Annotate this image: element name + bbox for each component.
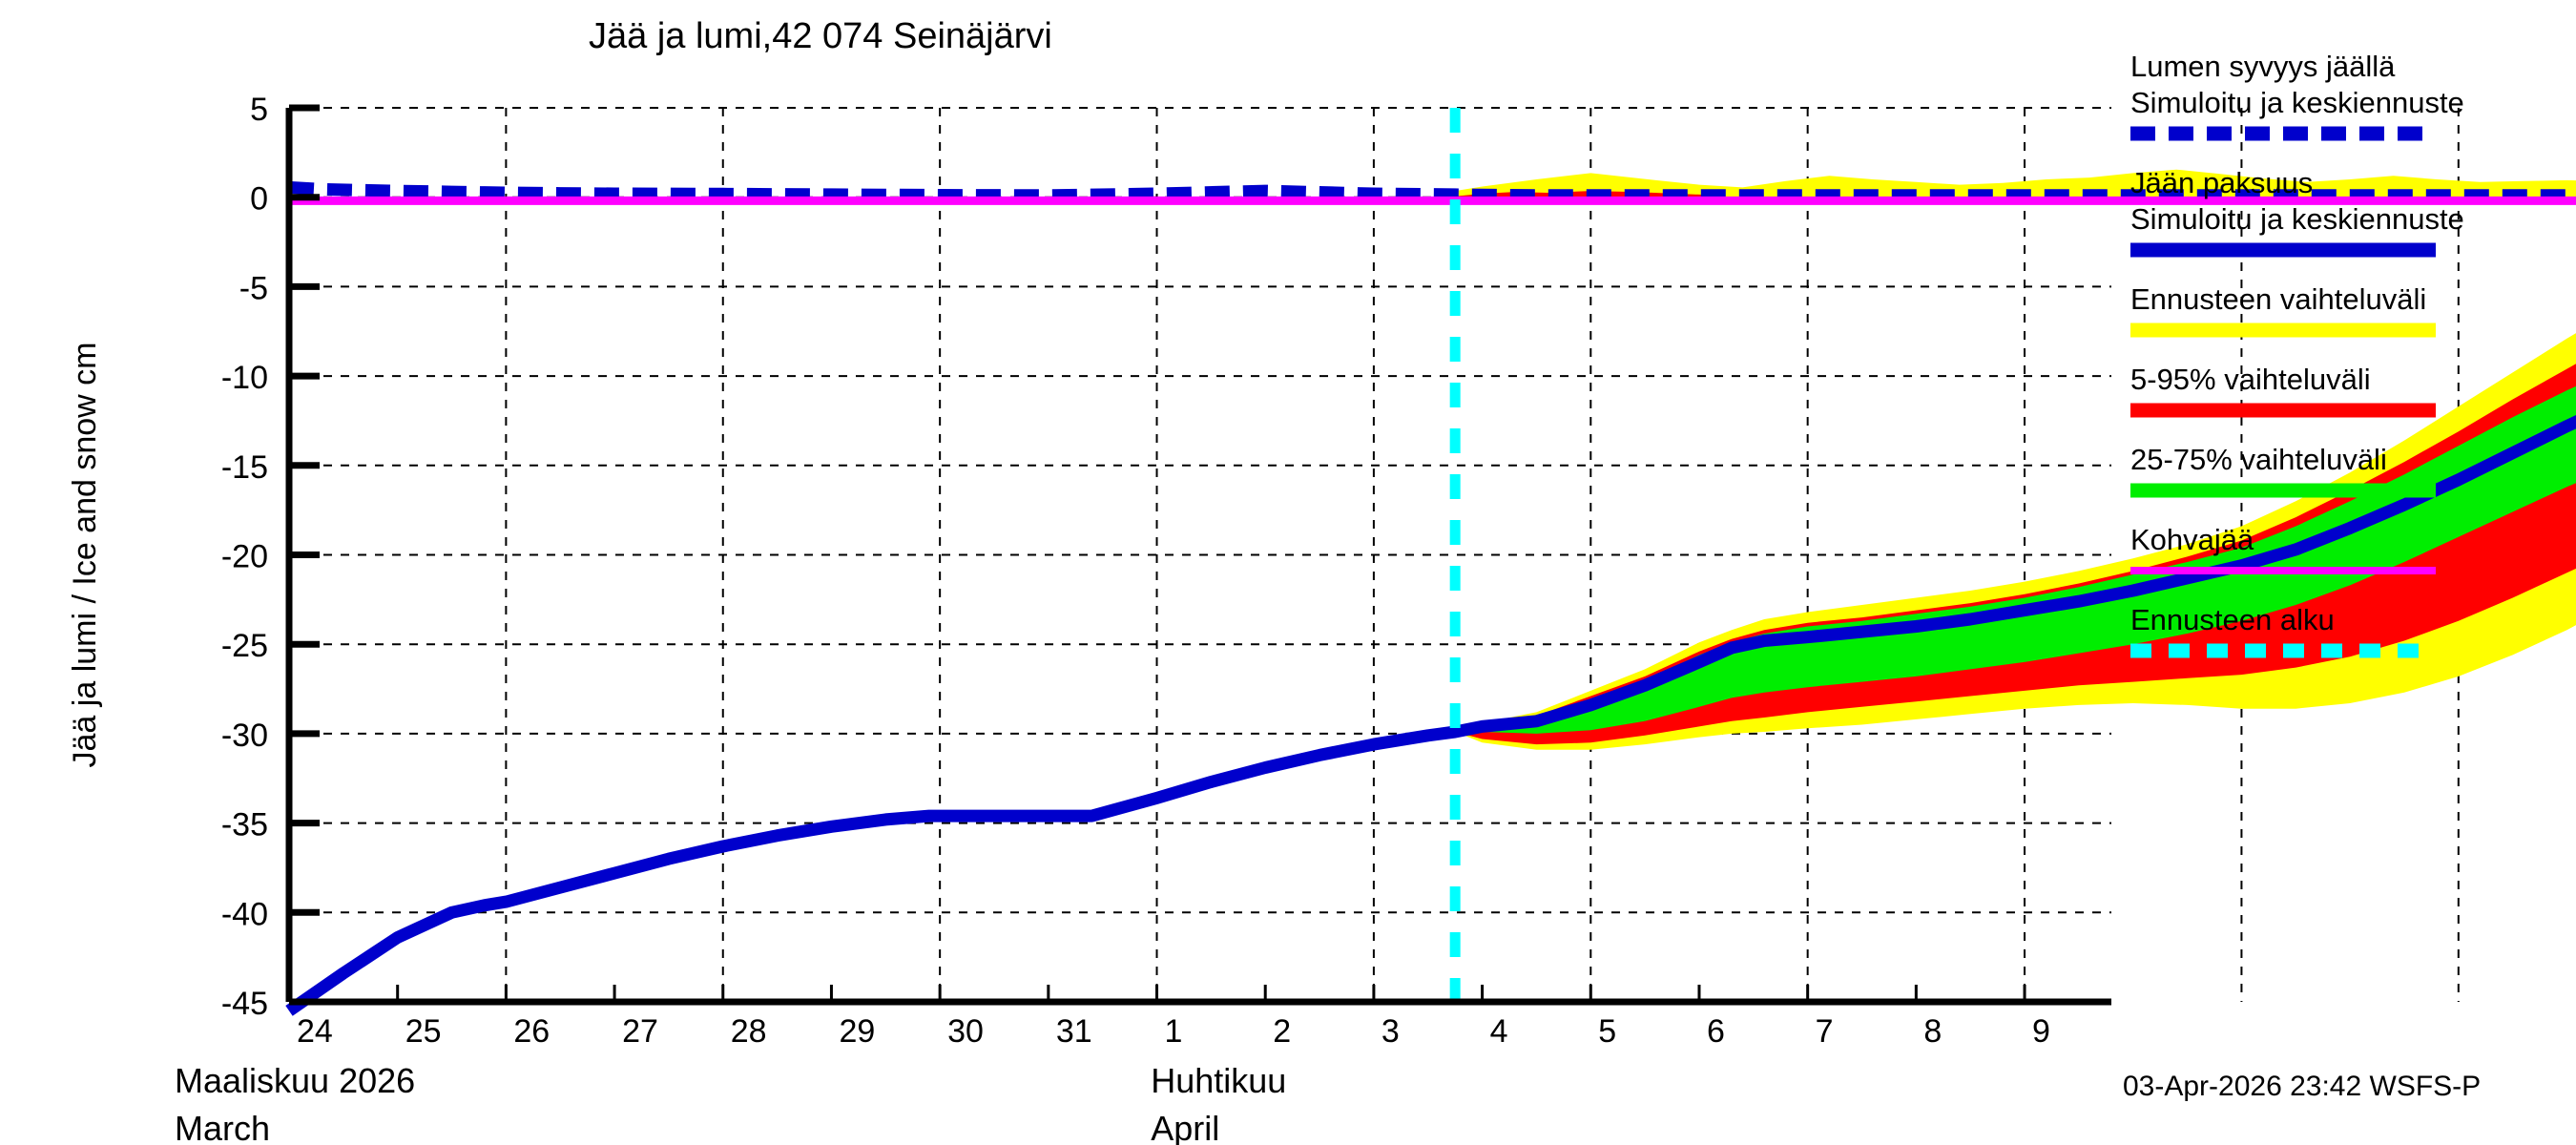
legend-item-label: 25-75% vaihteluväli: [2130, 443, 2387, 476]
month-label-fi: Huhtikuu: [1151, 1061, 1286, 1100]
legend-item-label: Simuloitu ja keskiennuste: [2130, 202, 2464, 236]
legend-item-label: Simuloitu ja keskiennuste: [2130, 86, 2464, 119]
month-labels: Maaliskuu 2026 March Huhtikuu April: [175, 1061, 1286, 1145]
month-label-en: March: [175, 1109, 270, 1145]
y-tick-label: -20: [221, 539, 268, 575]
legend-item-label: Ennusteen vaihteluväli: [2130, 282, 2426, 316]
data-series: [285, 180, 2576, 1016]
x-tick-label: 26: [513, 1013, 550, 1050]
y-tick-label: -5: [239, 270, 268, 306]
x-tick-label: 5: [1598, 1013, 1616, 1050]
y-axis-title-label: Jää ja lumi / Ice and snow cm: [67, 343, 103, 768]
x-tick-label: 28: [731, 1013, 767, 1050]
y-tick-label: -30: [221, 718, 268, 754]
month-label-en: April: [1151, 1109, 1219, 1145]
x-tick-label: 4: [1490, 1013, 1508, 1050]
page-title: Jää ja lumi,42 074 Seinäjärvi: [589, 16, 1052, 56]
x-tick-label: 3: [1381, 1013, 1400, 1050]
x-tick-label: 29: [839, 1013, 875, 1050]
legend-item-label: Ennusteen alku: [2130, 603, 2335, 636]
y-tick-label: -40: [221, 896, 268, 932]
x-tick-label: 2: [1273, 1013, 1291, 1050]
x-tick-label: 24: [297, 1013, 333, 1050]
legend-item-label: 5-95% vaihteluväli: [2130, 363, 2371, 396]
x-tick-label: 31: [1056, 1013, 1092, 1050]
legend-entry: 5-95% vaihteluväli: [2130, 363, 2436, 418]
legend-group-label: Jään paksuus: [2130, 166, 2313, 199]
y-tick-label: -25: [221, 628, 268, 664]
y-axis-ticks: 5 0 -5 -10 -15 -20 -25 -30 -35 -40 -45: [221, 92, 320, 1022]
x-axis-ticks: 24 25 26 27 28 29 30 31 1 2 3 4 5 6 7 8 9: [287, 985, 2050, 1050]
x-tick-label: 27: [622, 1013, 658, 1050]
x-tick-label: 9: [2032, 1013, 2050, 1050]
legend-entry: Ennusteen vaihteluväli: [2130, 282, 2436, 338]
y-tick-label: 0: [250, 181, 268, 218]
x-tick-label: 7: [1816, 1013, 1834, 1050]
x-tick-label: 25: [405, 1013, 442, 1050]
y-tick-label: -15: [221, 449, 268, 486]
legend-entry: Kohvajää: [2130, 523, 2436, 574]
x-tick-label: 8: [1923, 1013, 1942, 1050]
legend-group-label: Lumen syvyys jäällä: [2130, 50, 2396, 83]
y-tick-label: -10: [221, 360, 268, 396]
legend-entry: 25-75% vaihteluväli: [2130, 443, 2436, 498]
x-tick-label: 6: [1707, 1013, 1725, 1050]
y-axis-title: Jää ja lumi / Ice and snow cm: [67, 343, 103, 768]
month-label-fi: Maaliskuu 2026: [175, 1061, 415, 1100]
x-tick-label: 30: [947, 1013, 984, 1050]
series-ice_thickness_mean: [285, 415, 2576, 1016]
y-tick-label: -35: [221, 807, 268, 843]
x-tick-label: 1: [1165, 1013, 1183, 1050]
legend-item-label: Kohvajää: [2130, 523, 2254, 556]
legend-entry: Ennusteen alku: [2130, 603, 2436, 658]
timestamp-label: 03-Apr-2026 23:42 WSFS-P: [2123, 1071, 2481, 1102]
y-tick-label: 5: [250, 92, 268, 128]
series-snow_depth_mean: [288, 180, 2576, 202]
y-tick-label: -45: [221, 986, 268, 1022]
